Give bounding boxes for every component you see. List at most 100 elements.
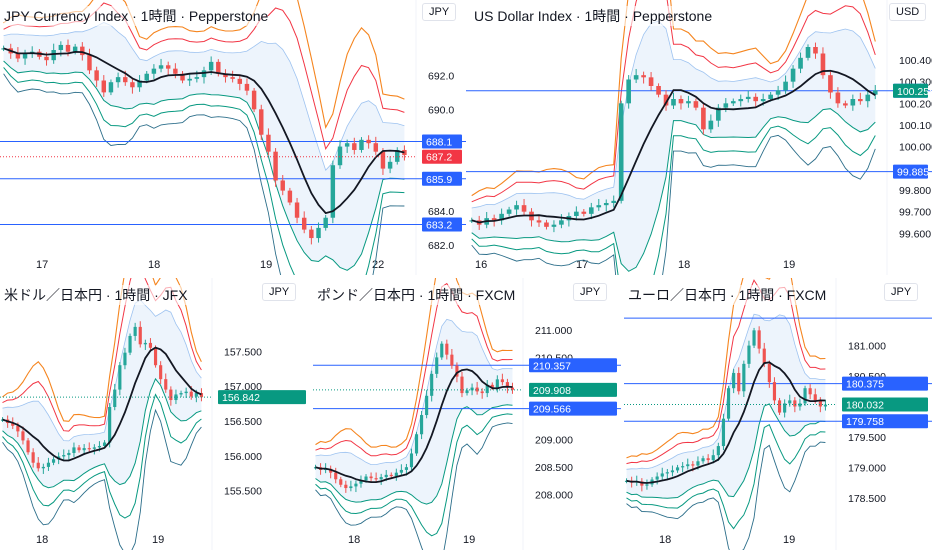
candle-body xyxy=(380,151,386,169)
candle-body xyxy=(87,55,92,71)
candle-body xyxy=(208,61,214,71)
candle-body xyxy=(686,464,690,467)
candle-body xyxy=(244,83,250,91)
candle-body xyxy=(485,384,489,394)
candle-body xyxy=(455,365,459,377)
chart-title: JPY Currency Index · 1時間 · Pepperstone xyxy=(4,6,269,26)
band-lower xyxy=(315,404,513,505)
x-tick-label: 18 xyxy=(148,259,160,271)
candle-body xyxy=(711,455,715,461)
candle-body xyxy=(721,418,726,447)
candle-body xyxy=(665,472,669,474)
last-price-badge xyxy=(893,83,928,98)
currency-button[interactable]: JPY xyxy=(262,283,297,301)
candle-body xyxy=(309,229,314,239)
x-tick-label: 17 xyxy=(36,259,48,271)
candle-body xyxy=(118,365,122,390)
candle-body xyxy=(603,203,609,206)
candle-body xyxy=(618,103,624,201)
band-upper xyxy=(626,279,826,465)
candle-body xyxy=(716,107,721,121)
level-badge xyxy=(529,401,617,416)
candle-body xyxy=(115,77,121,83)
candle-body xyxy=(169,389,173,401)
chart-eurjpy: 178.500179.000179.500180.500181.00018191… xyxy=(624,278,932,550)
x-tick-label: 18 xyxy=(659,534,671,546)
candle-body xyxy=(58,44,64,51)
x-tick-label: 19 xyxy=(783,534,795,546)
candle-body xyxy=(760,99,766,102)
candle-body xyxy=(165,65,171,69)
candle-body xyxy=(301,217,307,230)
candle-body xyxy=(41,466,45,469)
candle-body xyxy=(678,99,684,104)
currency-button[interactable]: USD xyxy=(889,3,927,21)
chart-usdjpy: 155.500 156.000 156.500 157.000 157.500 18 19 1… xyxy=(0,278,306,550)
candle-body xyxy=(823,404,828,407)
candle-body xyxy=(194,393,198,397)
candle-body xyxy=(648,77,654,86)
candle-body xyxy=(67,452,71,456)
level-badge-label: 179.758 xyxy=(846,416,884,428)
candle-body xyxy=(708,120,714,130)
candle-body xyxy=(101,80,107,93)
candle-body xyxy=(137,80,142,88)
candle-body xyxy=(294,202,300,218)
candle-body xyxy=(389,474,393,477)
candle-body xyxy=(813,394,817,401)
candle-body xyxy=(581,211,587,214)
candle-body xyxy=(72,447,76,453)
candle-body xyxy=(223,73,228,78)
currency-button[interactable]: JPY xyxy=(573,283,608,301)
candle-body xyxy=(273,151,278,181)
y-tick-label: 99.800 xyxy=(899,185,931,197)
candle-body xyxy=(747,345,751,364)
candle-body xyxy=(872,90,878,95)
candle-body xyxy=(645,484,649,486)
y-tick-label: 684.0 xyxy=(428,206,454,218)
candle-body xyxy=(179,393,183,395)
candle-body xyxy=(752,330,756,346)
candle-body xyxy=(230,77,235,79)
level-badge-label: 210.357 xyxy=(533,360,571,372)
candle-body xyxy=(143,342,147,345)
candle-body xyxy=(790,68,796,82)
candle-body xyxy=(323,217,328,228)
y-tick-label: 155.500 xyxy=(224,486,262,498)
currency-button[interactable]: JPY xyxy=(422,3,457,21)
candle-body xyxy=(762,348,766,364)
currency-button[interactable]: JPY xyxy=(884,283,919,301)
candle-body xyxy=(500,379,504,383)
candle-body xyxy=(251,90,257,110)
band-inner-upper xyxy=(3,22,405,171)
y-tick-label: 692.0 xyxy=(428,70,454,82)
candle-body xyxy=(701,107,706,130)
x-tick-label: 19 xyxy=(783,259,795,271)
band-outer-upper xyxy=(2,278,202,422)
y-tick-label: 100.200 xyxy=(899,98,932,110)
candle-body xyxy=(693,101,699,108)
candle-body xyxy=(199,393,204,398)
last-price-badge xyxy=(218,390,306,405)
candle-body xyxy=(435,357,439,374)
candle-body xyxy=(813,47,818,54)
candle-body xyxy=(716,446,720,456)
candle-body xyxy=(280,180,285,191)
candle-body xyxy=(138,326,142,345)
candle-body xyxy=(344,484,348,489)
candle-body xyxy=(148,342,153,348)
chart-panel-eurjpy: 178.500179.000179.500180.500181.00018191… xyxy=(624,278,932,550)
band-outer-lower xyxy=(2,393,202,519)
candle-body xyxy=(588,207,594,214)
band-outer-lower xyxy=(3,67,405,275)
candle-body xyxy=(536,220,542,223)
candle-body xyxy=(701,458,705,462)
candle-body xyxy=(94,70,99,81)
candle-body xyxy=(72,46,78,52)
chart-panel-jpy-index: 682.0 684.0 690.0 692.0 17 18 19 22 688.1 685.9 68… xyxy=(0,0,466,275)
candle-body xyxy=(775,90,781,95)
candle-body xyxy=(46,462,51,467)
level-badge xyxy=(422,217,462,232)
y-tick-label: 208.500 xyxy=(535,462,573,474)
